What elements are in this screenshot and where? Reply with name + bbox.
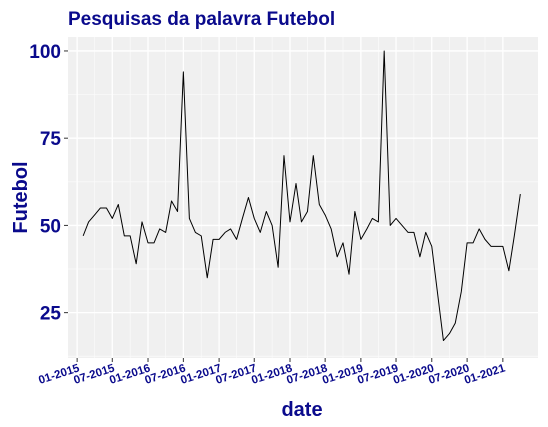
x-axis: 01-201507-201501-201607-201601-201707-20… (37, 358, 507, 387)
series-line (82, 50, 521, 342)
chart-title: Pesquisas da palavra Futebol (68, 9, 335, 30)
x-tick-label: 01-2021 (463, 362, 507, 387)
y-axis: 25 50 75 100 (29, 42, 68, 325)
major-gridlines (68, 37, 538, 358)
plot-panel (68, 37, 538, 358)
minor-gridlines (68, 37, 538, 358)
y-tick-label: 25 (40, 304, 62, 325)
series-layer (82, 50, 521, 342)
y-tick-label: 100 (29, 42, 61, 63)
y-axis-title: Futebol (10, 161, 32, 233)
y-tick-label: 75 (40, 129, 62, 150)
x-axis-title: date (281, 399, 322, 421)
y-tick-label: 50 (40, 216, 61, 237)
